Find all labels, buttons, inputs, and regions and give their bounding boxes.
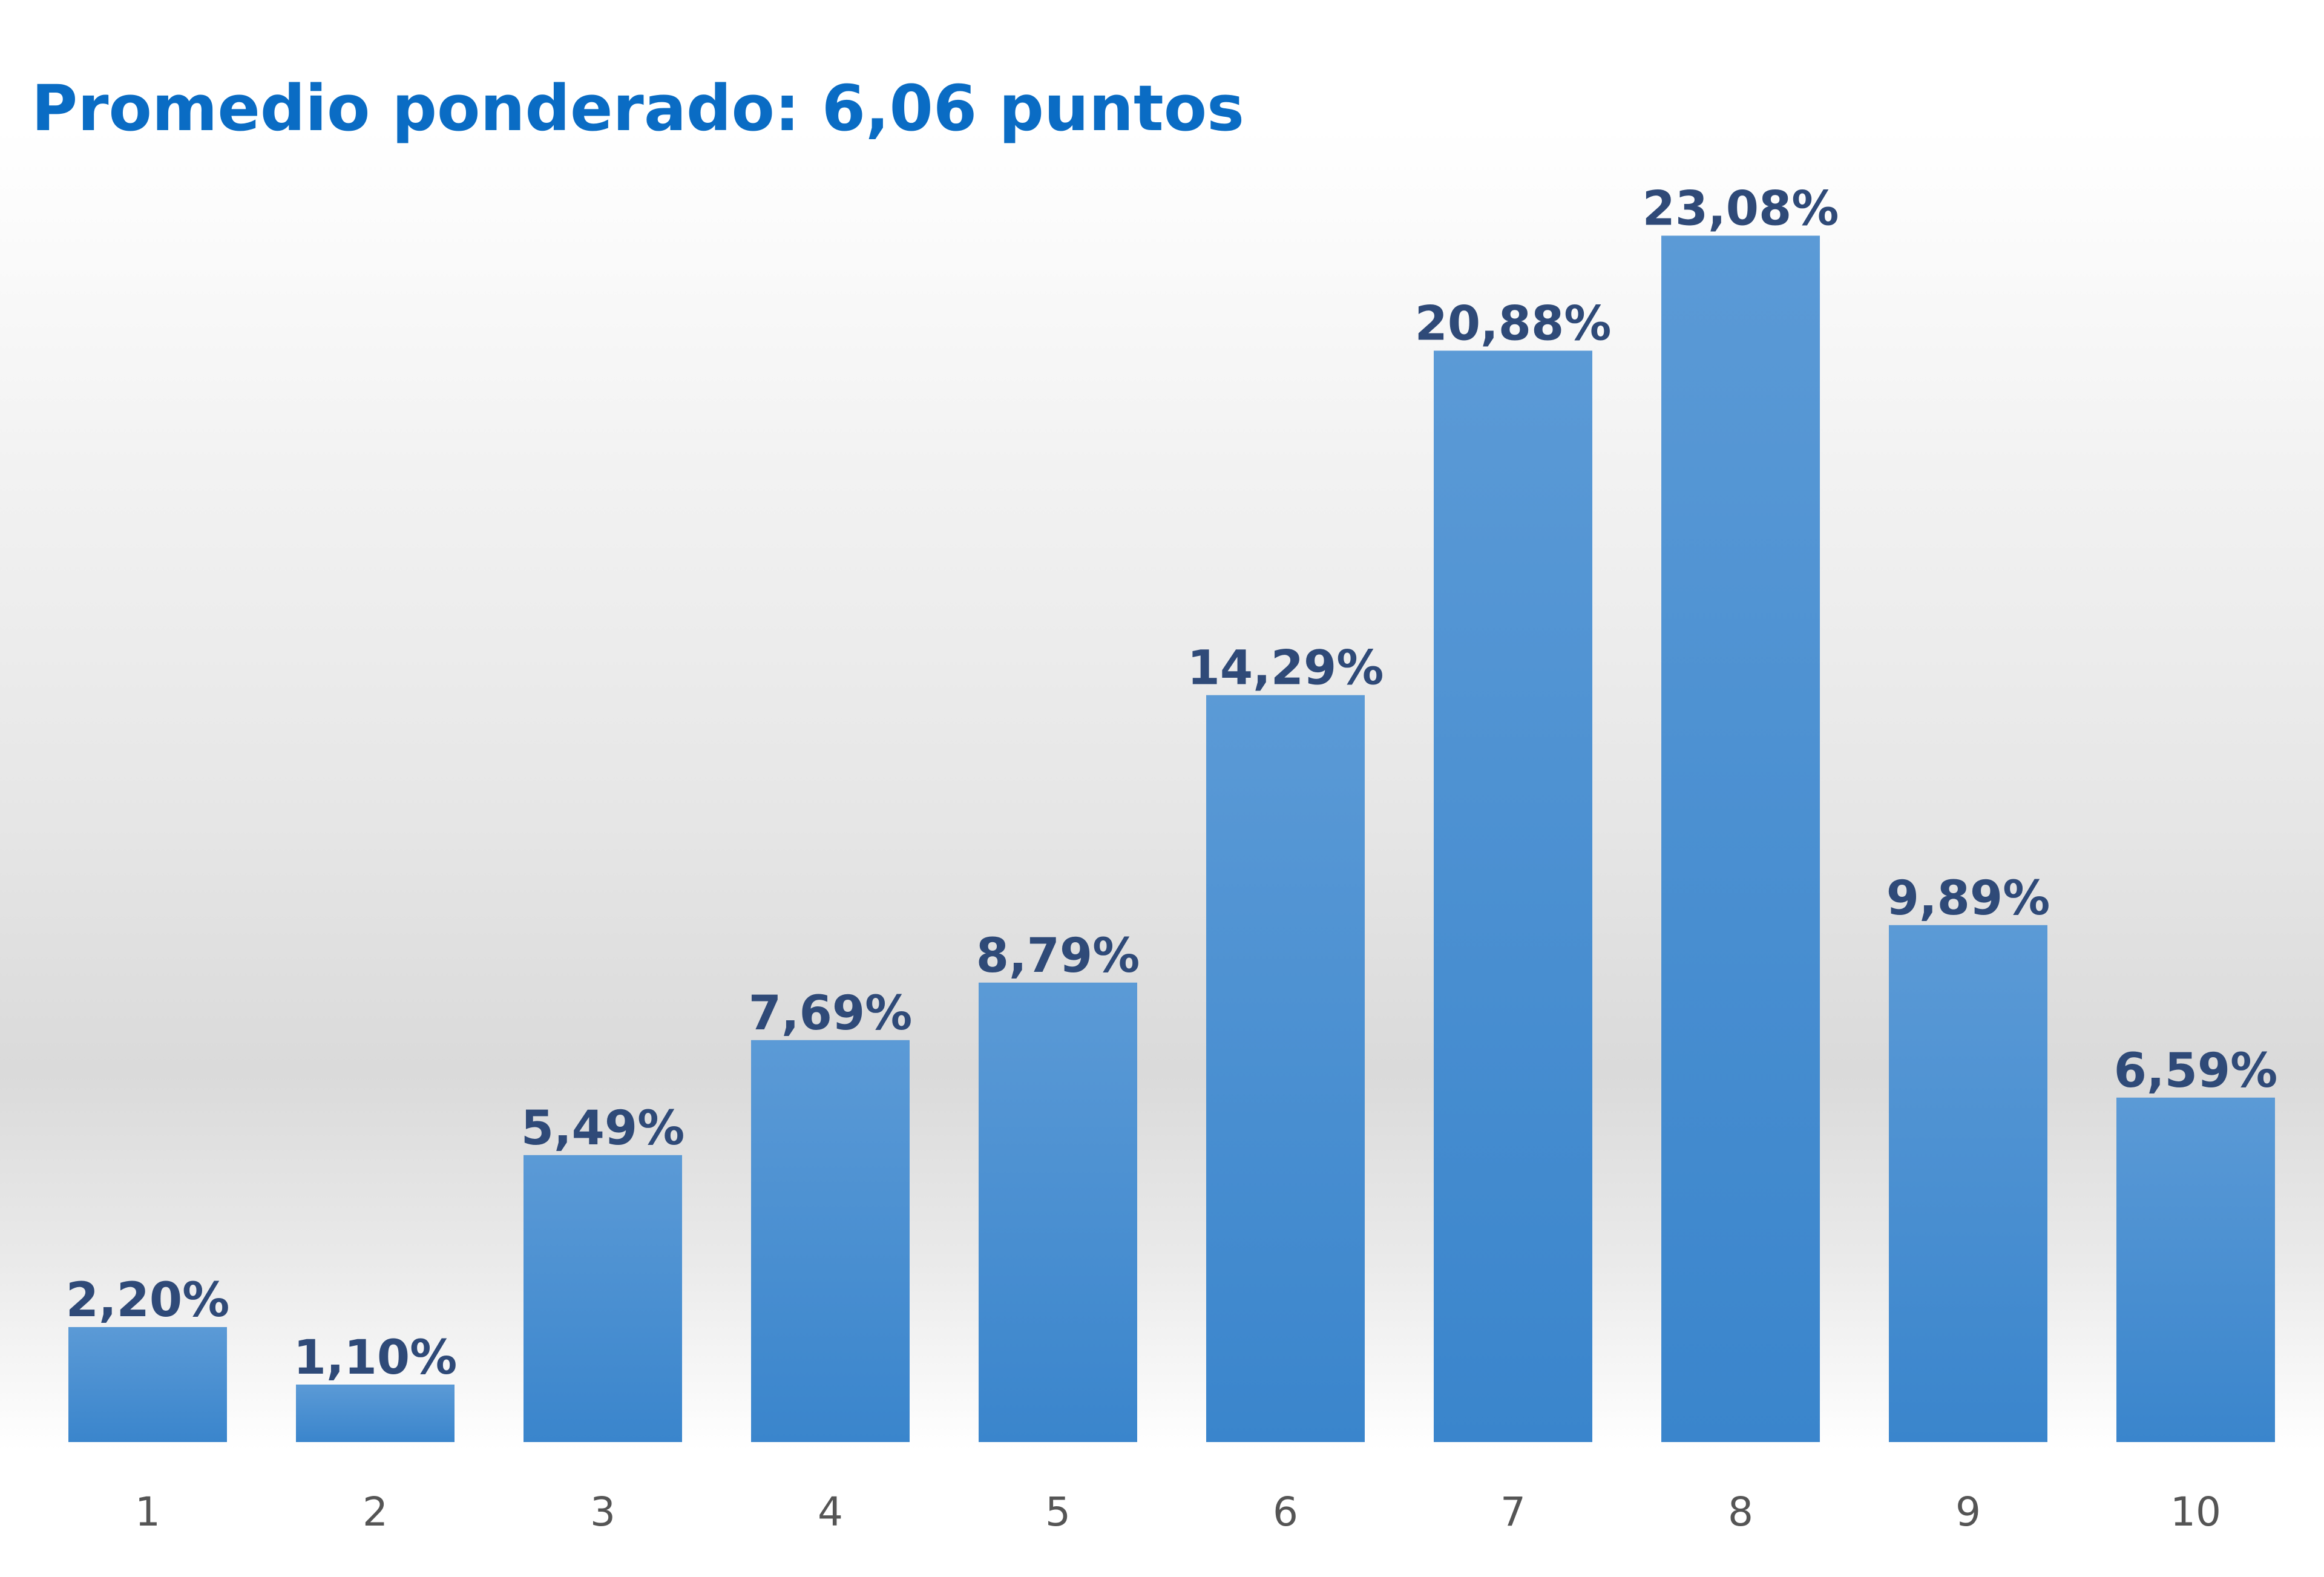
x-tick-label-2: 2 — [363, 1489, 388, 1535]
chart-title: Promedio ponderado: 6,06 puntos — [31, 71, 1245, 145]
x-tick-label-4: 4 — [818, 1489, 843, 1535]
x-tick-label-3: 3 — [590, 1489, 615, 1535]
x-tick-label-8: 8 — [1728, 1489, 1753, 1535]
data-label-6: 14,29% — [1187, 641, 1384, 696]
data-label-10: 6,59% — [2114, 1044, 2278, 1098]
data-label-2: 1,10% — [294, 1331, 458, 1385]
x-tick-label-1: 1 — [135, 1489, 160, 1535]
data-label-4: 7,69% — [749, 986, 913, 1041]
data-label-8: 23,08% — [1643, 182, 1839, 236]
x-tick-label-5: 5 — [1045, 1489, 1071, 1535]
bar-7 — [1434, 350, 1592, 1442]
data-label-7: 20,88% — [1415, 297, 1612, 351]
x-axis-ticks: 1 2 3 4 5 6 7 8 9 10 — [135, 1489, 2221, 1535]
data-label-9: 9,89% — [1886, 871, 2050, 926]
data-labels-layer: 2,20% 1,10% 5,49% 7,69% 8,79% 14,29% 20,88% 23,… — [66, 182, 2278, 1385]
bar-9 — [1889, 925, 2047, 1442]
data-label-5: 8,79% — [976, 929, 1140, 983]
bar-3 — [524, 1155, 682, 1442]
x-tick-label-9: 9 — [1955, 1489, 1981, 1535]
x-tick-label-7: 7 — [1500, 1489, 1526, 1535]
bar-6 — [1206, 695, 1365, 1442]
bar-10 — [2116, 1097, 2275, 1442]
data-label-1: 2,20% — [66, 1273, 230, 1328]
bar-8 — [1661, 235, 1820, 1443]
bar-2 — [296, 1384, 455, 1442]
x-tick-label-6: 6 — [1273, 1489, 1298, 1535]
bars-layer — [68, 235, 2275, 1443]
bar-1 — [68, 1326, 227, 1442]
data-label-3: 5,49% — [521, 1101, 685, 1156]
bar-4 — [751, 1040, 910, 1442]
bar-5 — [979, 982, 1137, 1442]
x-tick-label-10: 10 — [2170, 1489, 2221, 1535]
